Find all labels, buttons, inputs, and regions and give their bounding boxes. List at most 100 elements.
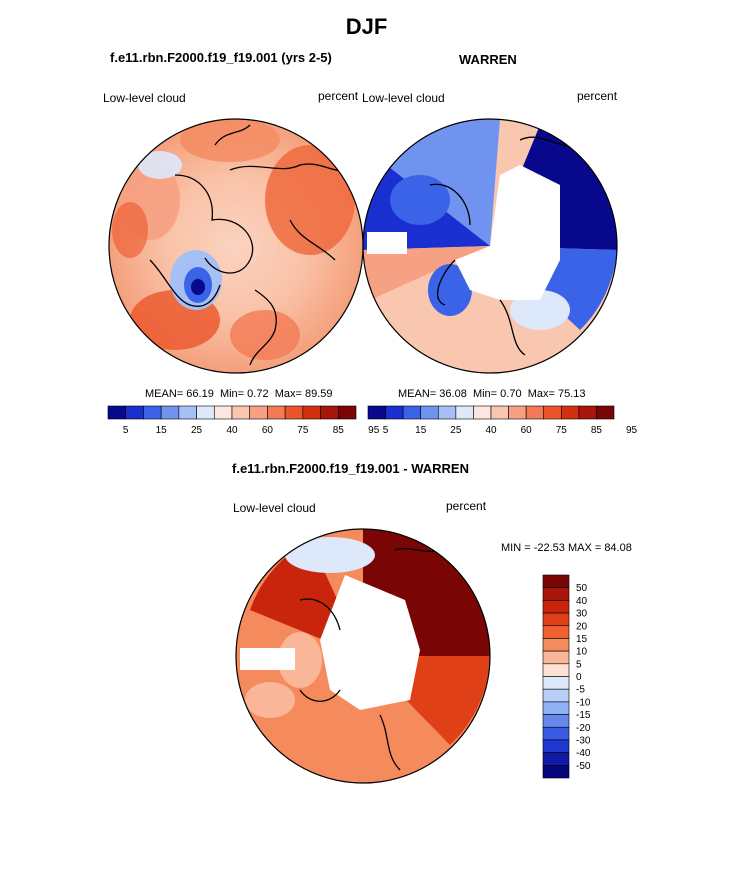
map1-field-blob — [112, 202, 148, 258]
panel2-right-label: percent — [577, 89, 618, 103]
coastline — [229, 163, 351, 172]
colorbar-2-swatch — [490, 405, 509, 420]
map3-field — [240, 529, 490, 771]
panel1-min-value: 0.72 — [247, 388, 269, 400]
panel1-left-label: Low-level cloud — [103, 91, 186, 105]
coastline — [249, 289, 277, 366]
colorbar-3-tick-label: -5 — [576, 685, 585, 696]
map2-missing-data — [455, 165, 560, 300]
colorbar-3-swatch — [542, 650, 570, 665]
colorbar-1-swatch — [231, 405, 251, 420]
map2-missing-data — [367, 232, 407, 254]
colorbar-2-tick-label: 40 — [485, 425, 497, 436]
colorbar-3-swatch — [542, 752, 570, 766]
map1-field — [112, 119, 355, 366]
colorbar-1-swatch — [320, 405, 339, 420]
coastline — [429, 183, 471, 306]
map1-field-blob — [138, 151, 182, 179]
colorbar-3-tick-label: 50 — [576, 583, 588, 594]
colorbar-3-swatch — [542, 701, 570, 715]
colorbar-3-swatch — [542, 587, 570, 601]
panel2-left-label: Low-level cloud — [362, 91, 445, 105]
panel2-min-label: Min= — [472, 388, 498, 400]
map1-field-blob — [180, 119, 280, 162]
colorbar-3-tick-label: -50 — [576, 761, 591, 772]
colorbar-2-swatch — [402, 405, 422, 420]
map3-border — [235, 528, 491, 784]
coastline — [149, 259, 221, 307]
coastline — [174, 174, 254, 274]
colorbar-1-tick-label: 75 — [297, 425, 309, 436]
colorbar-3-swatch — [542, 625, 570, 639]
colorbar-1-tick-label: 40 — [226, 425, 238, 436]
panel1-right-label: percent — [318, 89, 359, 103]
colorbar-3-swatch — [542, 600, 570, 614]
colorbar-3-tick-label: 10 — [576, 647, 588, 658]
map2-field — [363, 119, 617, 356]
panel2-max-value: 75.13 — [557, 388, 586, 400]
map2-border — [362, 118, 618, 374]
colorbar-1-swatch — [178, 405, 197, 420]
greenland-low-cloud-min — [191, 279, 205, 295]
colorbar-3-swatch — [542, 739, 570, 753]
colorbar-1-swatch — [107, 405, 127, 420]
panel2-mean-label: MEAN= — [398, 388, 437, 400]
colorbar-3-tick-label: 40 — [576, 596, 588, 607]
colorbar-3-tick-label: 5 — [576, 659, 582, 670]
colorbar-1-swatch — [196, 405, 215, 420]
panel1-mean-label: MEAN= — [145, 388, 184, 400]
map1-field-blob — [265, 145, 355, 255]
coastline — [214, 124, 336, 261]
panel1-mean-value: 66.19 — [186, 388, 214, 400]
panel1-max-label: Max= — [274, 388, 302, 400]
map1 — [108, 118, 364, 374]
panel1-stats: MEAN= 66.19 Min= 0.72 Max= 89.59 — [145, 388, 333, 400]
colorbar-2-swatch — [525, 405, 545, 420]
colorbar-1-swatch — [249, 405, 268, 420]
map2 — [362, 118, 618, 374]
colorbar-1-swatch — [302, 405, 321, 420]
colorbar-1-tick-label: 25 — [191, 425, 203, 436]
panel1-max-value: 89.59 — [304, 388, 333, 400]
colorbar-3-tick-label: -15 — [576, 710, 591, 721]
colorbar-2-tick-label: 85 — [591, 425, 603, 436]
colorbar-2-tick-label: 75 — [556, 425, 568, 436]
panel3-left-label: Low-level cloud — [233, 501, 316, 515]
map2-field-sector — [380, 119, 500, 246]
panel3-right-label: percent — [446, 499, 487, 513]
colorbar-2-swatch — [420, 405, 439, 420]
map1-field-blob — [230, 310, 300, 360]
colorbar-1-tick-label: 60 — [262, 425, 274, 436]
colorbar-2-swatch — [455, 405, 474, 420]
colorbar-3-tick-label: 0 — [576, 672, 582, 683]
colorbar-3-tick-label: 15 — [576, 634, 588, 645]
colorbar-3-swatch — [542, 663, 570, 677]
panel2-max-label: Max= — [527, 388, 555, 400]
colorbar-1: 5 15 25 40 60 75 85 95 — [107, 405, 380, 436]
colorbar-1-swatch — [143, 405, 162, 420]
colorbar-2-swatch — [578, 405, 597, 420]
colorbar-1-swatch — [125, 405, 144, 420]
colorbar-3-tick-label: 20 — [576, 621, 588, 632]
colorbar-3-swatch — [542, 612, 570, 627]
map3-field-blob — [285, 537, 375, 573]
map3-field-blob — [245, 682, 295, 718]
colorbar-3-swatch — [542, 688, 570, 703]
colorbar-3-tick-label: -20 — [576, 723, 591, 734]
map2-field-blob — [390, 175, 450, 225]
colorbar-3-tick-label: 30 — [576, 609, 588, 620]
colorbar-1-swatch — [337, 405, 357, 420]
panel3-title: f.e11.rbn.F2000.f19_f19.001 - WARREN — [232, 461, 469, 476]
colorbar-2-swatch — [473, 405, 492, 420]
colorbar-2-swatch — [543, 405, 562, 420]
colorbar-3-swatch — [542, 638, 570, 652]
colorbar-2-swatch — [508, 405, 527, 420]
colorbar-2-swatch — [437, 405, 457, 420]
colorbar-2-swatch — [367, 405, 386, 420]
colorbar-3-tick-label: -30 — [576, 735, 591, 746]
panel2-min-value: 0.70 — [500, 388, 522, 400]
colorbar-1-swatch — [213, 405, 233, 420]
map2-field-blob — [428, 264, 472, 316]
